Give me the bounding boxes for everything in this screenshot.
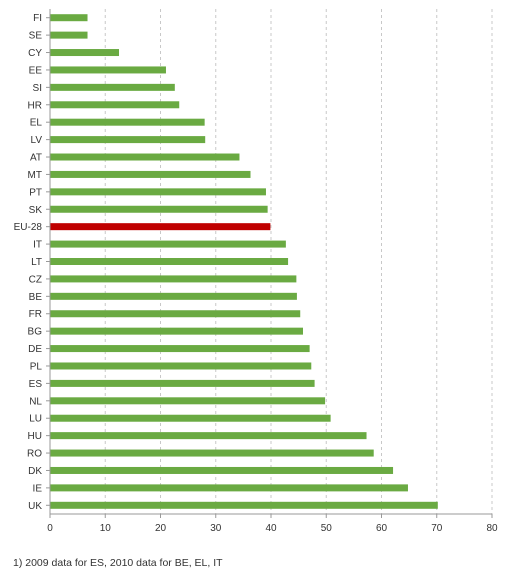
bar [50, 170, 251, 178]
footnote: 1) 2009 data for ES, 2010 data for BE, E… [13, 557, 223, 569]
bars [50, 14, 438, 509]
bar [50, 362, 312, 370]
bar [50, 501, 438, 509]
category-label: LT [31, 257, 42, 268]
bar [50, 136, 206, 144]
bar [50, 66, 166, 74]
bar [50, 310, 301, 318]
bar [50, 14, 88, 22]
bar [50, 31, 88, 39]
bar [50, 449, 374, 457]
category-label: DK [28, 466, 42, 477]
bar [50, 83, 175, 91]
bar [50, 275, 297, 283]
category-label: HU [28, 431, 42, 442]
x-tick-label: 80 [486, 523, 498, 534]
category-label: IE [33, 483, 43, 494]
bar [50, 292, 297, 300]
category-label: PT [29, 187, 42, 198]
category-label: ES [29, 379, 43, 390]
bar [50, 240, 286, 248]
bar-chart: FI SE CY EE SI HR EL LV AT MT PT SK EU-28 IT LT CZ BE FR B… [14, 9, 498, 534]
category-label: EU-28 [14, 222, 43, 233]
category-labels: FI SE CY EE SI HR EL LV AT MT PT SK EU-28 IT LT CZ BE FR B… [14, 13, 43, 512]
bar [50, 327, 303, 335]
bar [50, 153, 240, 161]
x-tick-label: 70 [431, 523, 443, 534]
bar [50, 49, 120, 57]
category-label: CY [28, 48, 42, 59]
bar-highlight [50, 223, 271, 231]
category-label: EL [30, 118, 43, 129]
bar [50, 484, 408, 492]
category-label: FR [29, 309, 42, 320]
category-label: CZ [29, 274, 42, 285]
bar [50, 205, 268, 213]
category-label: LV [31, 135, 43, 146]
bar [50, 432, 367, 440]
x-tick-label: 30 [210, 523, 222, 534]
category-label: FI [33, 13, 42, 24]
category-label: BG [28, 327, 43, 338]
category-label: AT [30, 153, 42, 164]
bar [50, 101, 180, 109]
category-label: RO [27, 449, 42, 460]
category-label: NL [29, 396, 42, 407]
bar [50, 258, 289, 265]
category-label: PL [30, 361, 43, 372]
category-label: SI [33, 83, 42, 94]
x-tick-label: 10 [100, 523, 112, 534]
x-tick-label: 40 [265, 523, 277, 534]
x-tick-label: 60 [376, 523, 388, 534]
category-label: UK [28, 501, 42, 512]
bar [50, 379, 315, 387]
bar [50, 345, 310, 353]
bar [50, 414, 331, 422]
category-label: IT [33, 240, 42, 251]
bar [50, 397, 326, 405]
category-label: MT [28, 170, 42, 181]
category-label: EE [29, 65, 43, 76]
category-label: BE [29, 292, 43, 303]
category-label: HR [28, 100, 42, 111]
category-label: SK [29, 205, 43, 216]
x-tick-label: 0 [47, 523, 53, 534]
x-tick-label: 50 [321, 523, 333, 534]
x-axis: 0 10 20 30 40 50 60 70 80 [46, 9, 498, 534]
x-tick-label: 20 [155, 523, 167, 534]
category-label: DE [28, 344, 42, 355]
bar [50, 188, 266, 196]
category-label: LU [29, 414, 42, 425]
bar [50, 466, 394, 474]
category-label: SE [29, 31, 43, 42]
bar [50, 118, 205, 126]
